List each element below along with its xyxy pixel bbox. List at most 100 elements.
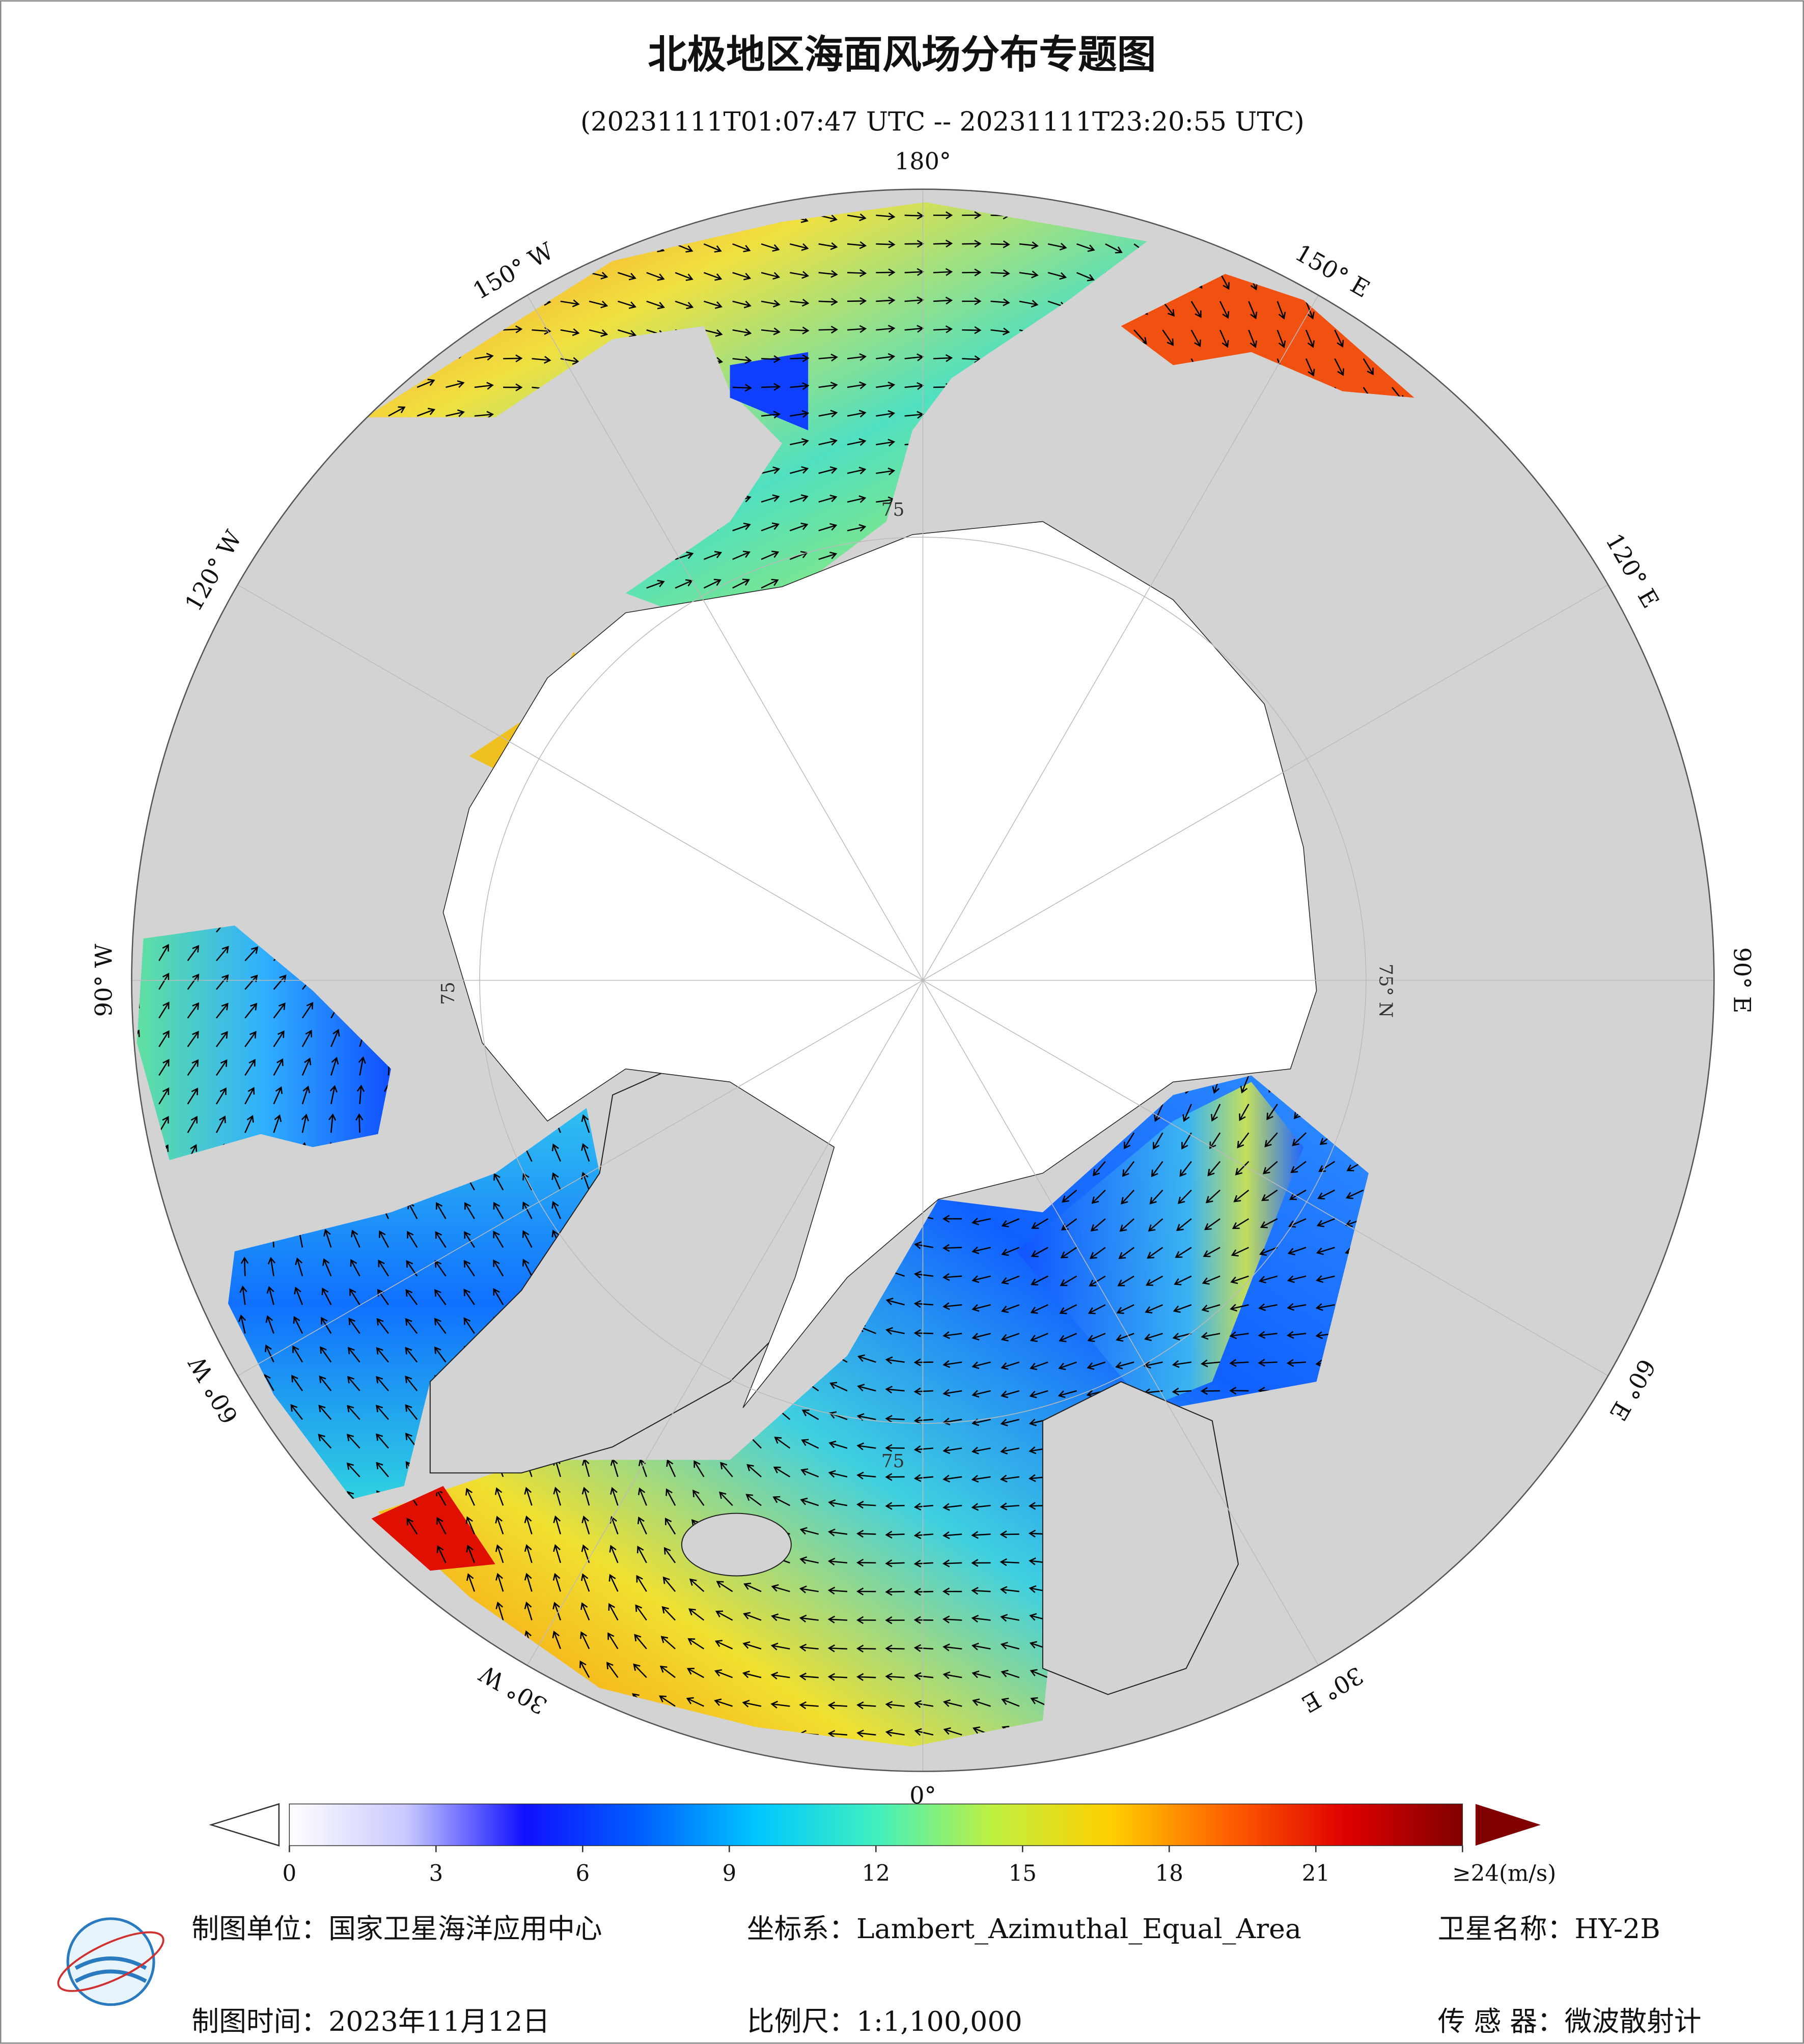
wind-arrow — [827, 1701, 848, 1710]
wind-arrow — [885, 1298, 905, 1306]
wind-arrow — [876, 381, 896, 389]
wind-arrow — [1119, 1218, 1135, 1232]
wind-arrow — [1286, 1359, 1307, 1367]
colorbar-tick-label: 21 — [1302, 1861, 1330, 1887]
wind-arrow — [714, 1698, 733, 1707]
wind-arrow — [1258, 1303, 1278, 1311]
wind-arrow — [493, 1259, 504, 1277]
wind-arrow — [524, 1573, 533, 1592]
footer-satellite: 卫星名称：HY-2B — [1438, 1913, 1660, 1945]
wind-arrow — [267, 1256, 276, 1276]
wind-arrow — [532, 356, 551, 364]
wind-arrow — [1219, 329, 1229, 348]
wind-arrow — [876, 438, 896, 447]
wind-arrow — [405, 1289, 418, 1305]
wind-arrow — [291, 1375, 303, 1391]
wind-arrow — [856, 1729, 876, 1738]
wind-arrow — [1181, 1132, 1192, 1150]
wind-arrow — [971, 1446, 991, 1454]
logo — [57, 1917, 164, 2006]
wind-arrow — [375, 1405, 389, 1420]
wind-arrow — [244, 1031, 257, 1047]
wind-arrow — [856, 1530, 876, 1538]
wind-arrow — [464, 1231, 475, 1248]
wind-arrow — [348, 1318, 360, 1334]
wind-arrow — [1122, 1161, 1135, 1177]
wind-arrow — [1154, 1104, 1163, 1122]
wind-arrow — [847, 409, 867, 417]
wind-arrow — [273, 1002, 286, 1019]
wind-arrow — [856, 1616, 876, 1625]
wind-arrow — [761, 522, 780, 531]
wind-arrow — [1318, 1161, 1336, 1172]
wind-arrow — [494, 1487, 504, 1506]
wind-arrow — [321, 1317, 332, 1334]
wind-arrow — [885, 1701, 905, 1709]
wind-arrow — [885, 1415, 905, 1423]
wind-arrow — [1060, 1275, 1077, 1286]
wind-arrow — [885, 1588, 905, 1596]
colorbar-tick-label: ≥24(m/s) — [1452, 1861, 1556, 1887]
wind-arrow — [244, 1115, 254, 1133]
wind-arrow — [990, 298, 1010, 306]
wind-arrow — [239, 1285, 247, 1305]
wind-arrow — [799, 1701, 819, 1710]
wind-arrow — [789, 494, 809, 503]
latitude-label: 75 — [881, 1451, 905, 1472]
wind-arrow — [818, 325, 838, 334]
wind-arrow — [1292, 1132, 1307, 1146]
wind-arrow — [742, 1699, 762, 1707]
wind-arrow — [876, 325, 896, 333]
wind-arrow — [1276, 329, 1286, 348]
wind-arrow — [847, 325, 867, 333]
wind-arrow — [856, 1558, 876, 1567]
wind-arrow — [158, 1001, 170, 1019]
wind-arrow — [885, 1385, 905, 1394]
wind-arrow — [560, 299, 580, 307]
wind-arrow — [244, 1002, 258, 1019]
wind-arrow — [818, 494, 838, 503]
wind-arrow — [933, 325, 953, 333]
wind-arrow — [856, 1673, 876, 1681]
wind-arrow — [1152, 1132, 1163, 1150]
wind-arrow — [972, 1246, 991, 1254]
wind-arrow — [1290, 1161, 1307, 1173]
wind-arrow — [1201, 1304, 1220, 1312]
wind-arrow — [942, 1417, 962, 1425]
wind-arrow — [876, 240, 896, 248]
wind-arrow — [503, 383, 523, 391]
wind-arrow — [972, 1670, 991, 1678]
wind-arrow — [495, 1544, 504, 1563]
wind-arrow — [856, 1701, 876, 1710]
wind-arrow — [828, 1499, 848, 1507]
wind-arrow — [318, 1405, 332, 1420]
wind-arrow — [466, 1573, 476, 1592]
wind-arrow — [771, 1613, 790, 1621]
latitude-label: 75 — [438, 982, 459, 1005]
wind-arrow — [376, 1347, 389, 1363]
wind-arrow — [293, 1316, 303, 1334]
wind-arrow — [646, 272, 665, 281]
wind-arrow — [636, 1546, 647, 1563]
wind-arrow — [942, 1587, 962, 1595]
wind-arrow — [761, 383, 781, 391]
wind-arrow — [1203, 1247, 1220, 1257]
wind-arrow — [971, 1475, 991, 1483]
wind-arrow — [742, 1670, 762, 1678]
wind-arrow — [847, 241, 867, 249]
wind-arrow — [1240, 1075, 1250, 1094]
wind-arrow — [1000, 1530, 1019, 1538]
wind-arrow — [933, 354, 953, 362]
latitude-label: 75° N — [1375, 964, 1396, 1018]
wind-arrow — [1262, 1161, 1278, 1174]
colorbar-tick-label: 3 — [429, 1861, 443, 1887]
wind-arrow — [800, 1497, 819, 1506]
wind-arrow — [608, 1603, 619, 1621]
wind-arrow — [933, 239, 953, 248]
wind-arrow — [1047, 242, 1067, 251]
wind-arrow — [971, 1503, 991, 1511]
wind-arrow — [876, 212, 896, 220]
wind-arrow — [732, 383, 753, 392]
wind-arrow — [1116, 1304, 1134, 1314]
wind-arrow — [581, 1114, 590, 1133]
